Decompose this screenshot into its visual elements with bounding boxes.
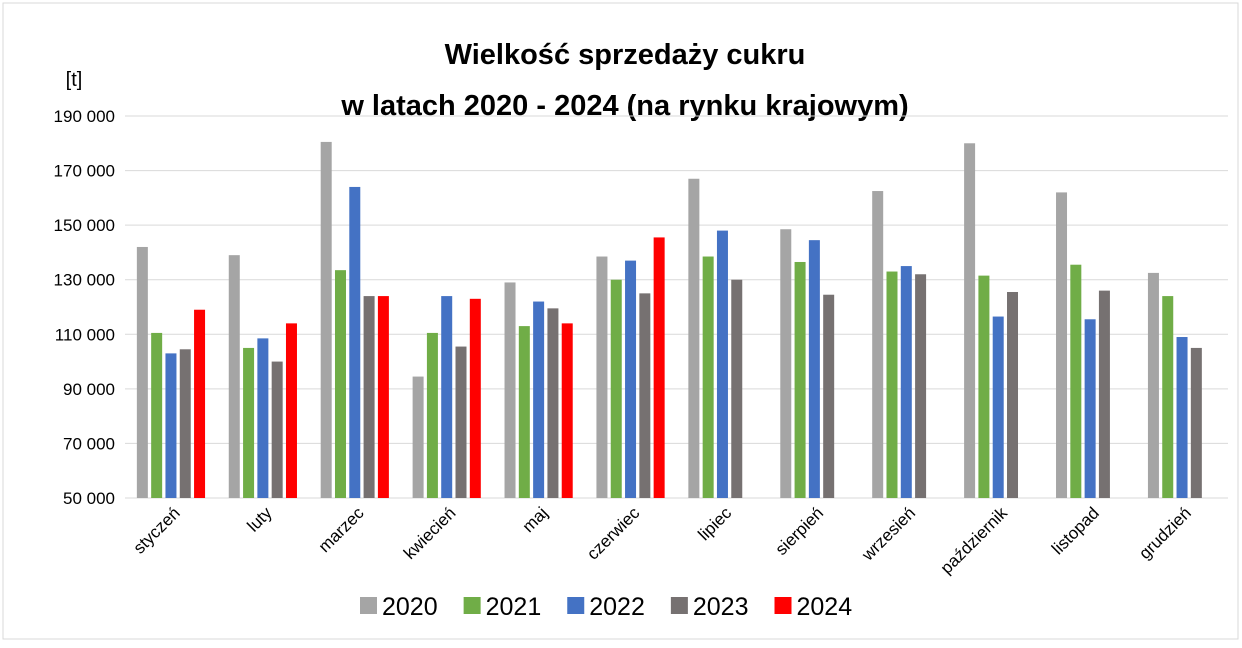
bar bbox=[1070, 264, 1082, 498]
bar bbox=[334, 270, 346, 498]
y-tick-label: 170 000 bbox=[54, 162, 115, 181]
bar bbox=[900, 266, 912, 498]
bar bbox=[1190, 347, 1202, 498]
bar bbox=[363, 296, 375, 498]
bar bbox=[561, 323, 573, 498]
bar bbox=[194, 309, 206, 498]
bar bbox=[377, 296, 389, 498]
bar bbox=[412, 376, 424, 498]
chart-title: Wielkość sprzedaży cukru bbox=[445, 39, 806, 71]
bar bbox=[1162, 296, 1174, 498]
bar bbox=[716, 230, 728, 498]
chart-subtitle: w latach 2020 - 2024 (na rynku krajowym) bbox=[340, 90, 908, 122]
bar bbox=[243, 347, 255, 498]
bar bbox=[688, 178, 700, 498]
bar bbox=[165, 353, 177, 498]
bar bbox=[469, 298, 481, 498]
bar bbox=[596, 256, 608, 498]
bar bbox=[455, 346, 467, 498]
bar bbox=[625, 260, 637, 498]
y-tick-label: 90 000 bbox=[63, 380, 115, 399]
bar bbox=[533, 301, 545, 498]
bar bbox=[285, 323, 297, 498]
bar bbox=[794, 261, 806, 498]
bar bbox=[1084, 319, 1096, 498]
bar bbox=[702, 256, 714, 498]
bar bbox=[639, 293, 651, 498]
y-tick-label: 150 000 bbox=[54, 216, 115, 235]
legend-label: 2020 bbox=[382, 593, 438, 621]
legend-label: 2023 bbox=[693, 593, 749, 621]
bar bbox=[610, 279, 622, 498]
bar bbox=[547, 308, 559, 498]
legend-label: 2021 bbox=[486, 593, 542, 621]
legend-swatch bbox=[567, 597, 585, 614]
bar bbox=[964, 143, 976, 499]
bar bbox=[780, 229, 792, 498]
bar bbox=[179, 349, 191, 498]
bar bbox=[320, 141, 332, 498]
bar bbox=[808, 240, 820, 498]
y-tick-label: 190 000 bbox=[54, 107, 115, 126]
legend-swatch bbox=[463, 597, 481, 614]
legend-swatch bbox=[360, 597, 377, 614]
bar bbox=[518, 326, 530, 498]
y-axis-label: [t] bbox=[66, 69, 83, 91]
bar bbox=[886, 271, 898, 498]
y-tick-label: 130 000 bbox=[54, 271, 115, 290]
bar bbox=[136, 246, 148, 498]
bar bbox=[1056, 192, 1068, 498]
bar bbox=[1147, 272, 1159, 498]
y-tick-label: 110 000 bbox=[55, 325, 115, 344]
legend-label: 2024 bbox=[797, 593, 853, 621]
bar bbox=[504, 282, 516, 498]
bar bbox=[1176, 337, 1188, 498]
bar bbox=[731, 279, 743, 498]
y-tick-label: 50 000 bbox=[63, 489, 115, 508]
bar bbox=[426, 332, 438, 498]
bar bbox=[872, 191, 884, 499]
bar bbox=[349, 186, 361, 498]
bar bbox=[915, 274, 927, 498]
legend-label: 2022 bbox=[589, 593, 645, 621]
legend-swatch bbox=[670, 597, 688, 614]
bar bbox=[1007, 291, 1019, 498]
bar bbox=[271, 361, 283, 498]
bar bbox=[653, 237, 665, 498]
bar bbox=[992, 316, 1004, 498]
bar bbox=[978, 275, 990, 498]
bar bbox=[151, 332, 163, 498]
legend-swatch bbox=[774, 597, 792, 614]
bar bbox=[823, 294, 835, 498]
bar bbox=[1098, 290, 1110, 498]
bar bbox=[441, 296, 453, 498]
bar bbox=[228, 255, 240, 498]
y-tick-label: 70 000 bbox=[63, 434, 115, 453]
bar bbox=[257, 338, 269, 498]
